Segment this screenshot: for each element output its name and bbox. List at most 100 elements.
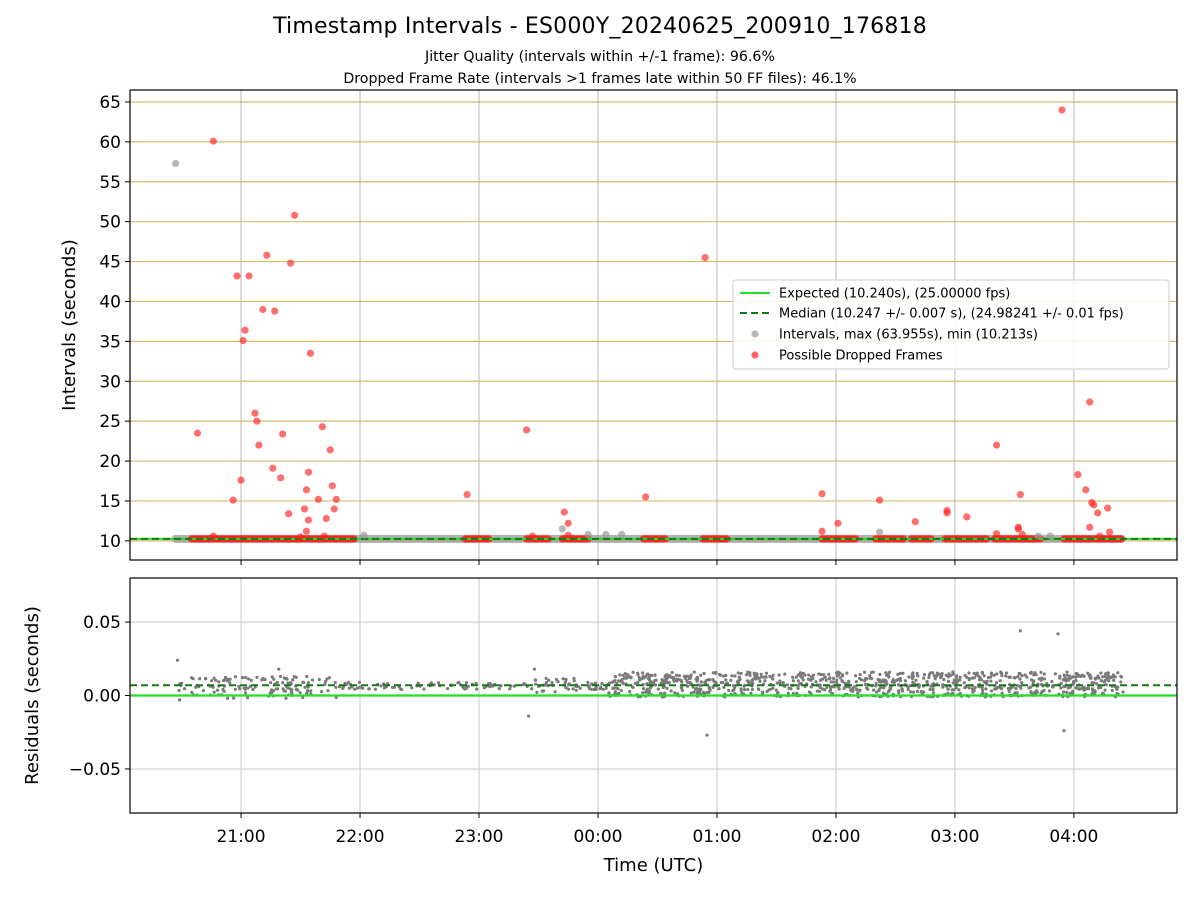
intervals-frame <box>129 89 1178 561</box>
residual-point <box>1018 677 1022 681</box>
residual-point <box>649 681 653 685</box>
dropped-frame-point <box>302 486 311 494</box>
dropped-frame-point <box>641 493 650 501</box>
residual-point <box>1020 681 1024 685</box>
dropped-frame-point <box>911 518 919 526</box>
residual-point <box>630 685 634 689</box>
residuals-data <box>130 629 1177 737</box>
residual-point <box>856 691 860 695</box>
residual-point <box>702 671 706 676</box>
residual-point <box>699 673 703 677</box>
residual-point <box>852 685 856 689</box>
residual-point <box>249 678 253 682</box>
residual-point <box>878 672 882 677</box>
legend-entry-label: Median (10.247 +/- 0.007 s), (24.98241 +… <box>779 307 1124 322</box>
residual-point <box>1059 681 1063 685</box>
residual-point <box>1104 672 1108 676</box>
residual-point <box>1020 674 1024 678</box>
residual-point <box>922 673 927 677</box>
residual-point <box>863 679 867 683</box>
x-tick-label: 22:00 <box>336 827 385 847</box>
residual-point <box>732 688 736 692</box>
residual-point <box>361 686 365 690</box>
residual-point <box>989 679 993 683</box>
residual-point <box>1101 675 1105 679</box>
residual-point <box>989 689 994 693</box>
residual-point <box>629 676 633 680</box>
residual-point <box>278 674 283 679</box>
residual-point <box>285 686 290 690</box>
residual-point <box>750 687 755 692</box>
residual-point <box>685 679 689 683</box>
residual-point <box>911 680 915 684</box>
residual-point <box>1051 683 1055 688</box>
residual-point <box>613 690 617 694</box>
residual-point <box>277 667 281 671</box>
residual-point <box>815 689 819 693</box>
residual-point <box>1068 691 1073 695</box>
residual-point <box>222 678 227 682</box>
residual-point <box>497 687 501 691</box>
residual-point <box>705 733 709 737</box>
residual-point <box>872 688 876 692</box>
residual-point <box>928 687 932 692</box>
residual-point <box>719 680 723 685</box>
dropped-frame-point <box>320 532 328 540</box>
residual-point <box>711 678 715 682</box>
chart-subtitle-jitter: Jitter Quality (intervals within +/-1 fr… <box>425 49 775 65</box>
residual-point <box>1086 687 1091 691</box>
residual-point <box>827 677 831 681</box>
residual-point <box>1040 676 1044 680</box>
residual-point <box>429 681 433 685</box>
residual-point <box>284 696 288 700</box>
residual-point <box>884 683 888 687</box>
residual-point <box>906 687 910 692</box>
residual-point <box>958 675 962 680</box>
residuals-panel: −0.05 0.00 0.05 21:00 22:00 23:00 00:00 01:00 02… <box>22 577 1178 876</box>
dropped-frame-point <box>1086 523 1094 531</box>
residual-point <box>326 689 330 693</box>
residual-point <box>390 685 395 690</box>
residual-point <box>223 675 228 679</box>
residual-point <box>745 679 749 683</box>
residual-point <box>284 676 289 681</box>
residual-point <box>981 688 985 692</box>
residual-point <box>724 678 728 682</box>
residual-point <box>739 688 743 693</box>
residual-point <box>177 688 181 693</box>
residual-point <box>1074 675 1078 679</box>
residual-point <box>1042 677 1047 681</box>
residual-point <box>946 679 951 683</box>
residual-point <box>765 689 769 694</box>
dropped-frame-point <box>1103 504 1112 512</box>
residual-point <box>777 673 781 677</box>
residual-point <box>791 675 795 680</box>
dropped-frame-point <box>269 464 277 472</box>
residual-point <box>302 680 306 685</box>
residual-point <box>270 675 274 679</box>
residual-point <box>190 690 194 694</box>
dropped-frame-point <box>318 423 326 431</box>
dropped-frame-point <box>239 336 247 345</box>
residual-point <box>786 691 790 695</box>
residual-point <box>673 691 677 695</box>
residual-point <box>1015 691 1019 695</box>
residual-point <box>636 681 640 685</box>
residual-point <box>677 674 681 678</box>
residual-point <box>989 671 993 675</box>
residual-point <box>744 673 748 677</box>
residual-point <box>829 680 833 684</box>
chart-title: Timestamp Intervals - ES000Y_20240625_20… <box>273 14 927 39</box>
residuals-y-tick-label: −0.05 <box>69 760 121 780</box>
residual-point <box>222 689 226 694</box>
residual-point <box>212 690 216 694</box>
residual-point <box>758 679 762 684</box>
residual-point <box>245 696 250 700</box>
residual-point <box>906 685 910 689</box>
residual-point <box>1113 675 1117 679</box>
residual-point <box>631 670 635 674</box>
residual-point <box>796 686 800 691</box>
dropped-frame-point <box>302 527 311 535</box>
residual-point <box>999 670 1003 674</box>
